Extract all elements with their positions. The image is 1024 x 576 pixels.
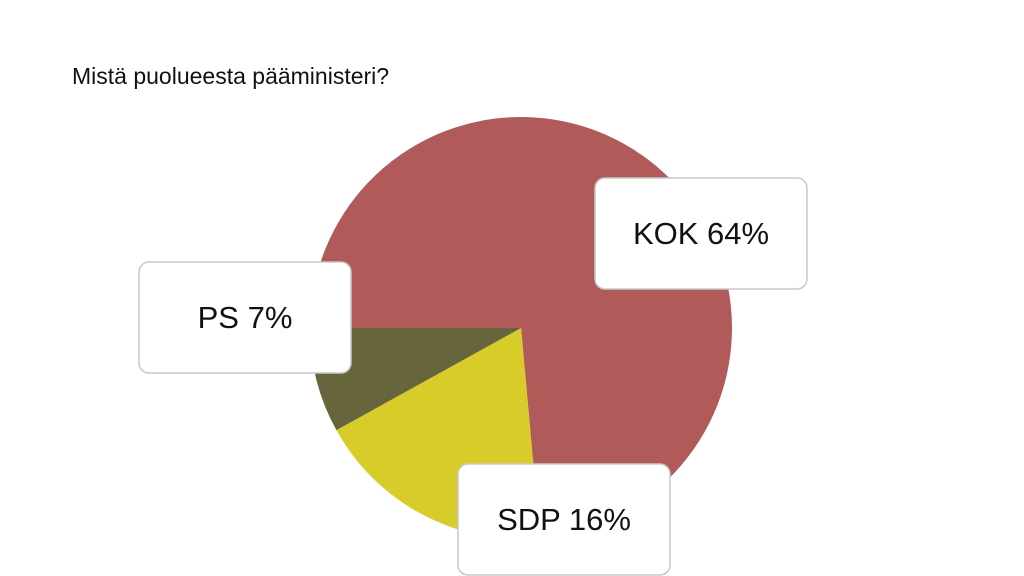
data-label: KOK 64% bbox=[633, 216, 769, 251]
chart-title: Mistä puolueesta pääministeri? bbox=[72, 63, 389, 89]
label-box bbox=[457, 463, 671, 576]
label-box bbox=[138, 261, 352, 374]
label-box bbox=[594, 177, 808, 290]
data-label: PS 7% bbox=[198, 300, 293, 335]
pie-slice bbox=[310, 328, 521, 431]
data-label: SDP 16% bbox=[497, 502, 631, 537]
